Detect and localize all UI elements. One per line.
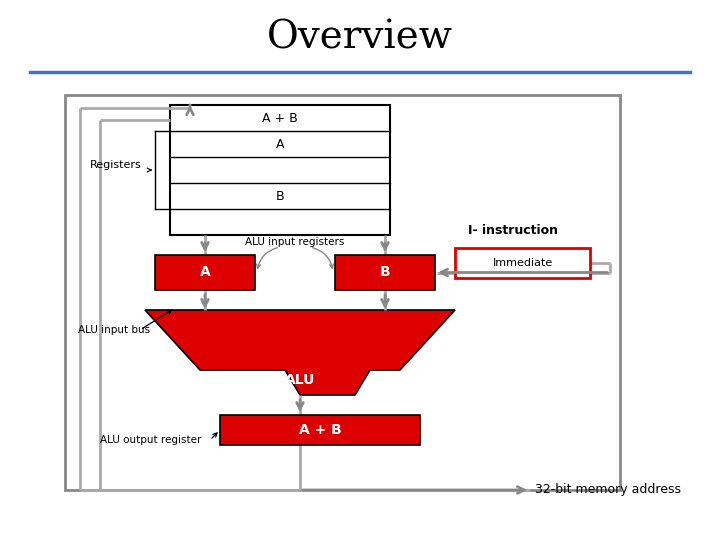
Text: ALU: ALU [285, 373, 315, 387]
Text: A + B: A + B [299, 423, 341, 437]
Text: A: A [199, 266, 210, 280]
Text: A: A [276, 138, 284, 151]
Bar [155, 255, 255, 290]
Text: Immediate: Immediate [492, 258, 553, 268]
Polygon shape [145, 310, 455, 395]
Bar [335, 255, 435, 290]
Bar [455, 248, 590, 278]
Text: ALU input registers: ALU input registers [246, 237, 345, 247]
Bar [170, 105, 390, 235]
Text: ALU input bus: ALU input bus [78, 325, 150, 335]
Text: B: B [379, 266, 390, 280]
Text: Registers: Registers [90, 160, 142, 170]
Bar [220, 415, 420, 445]
Text: ALU output register: ALU output register [100, 435, 202, 445]
Text: 32-bit memory address: 32-bit memory address [535, 483, 681, 496]
Text: B: B [276, 190, 284, 202]
Text: A + B: A + B [262, 111, 298, 125]
Bar [65, 95, 620, 490]
Text: Overview: Overview [267, 19, 453, 57]
Text: I- instruction: I- instruction [467, 224, 557, 237]
